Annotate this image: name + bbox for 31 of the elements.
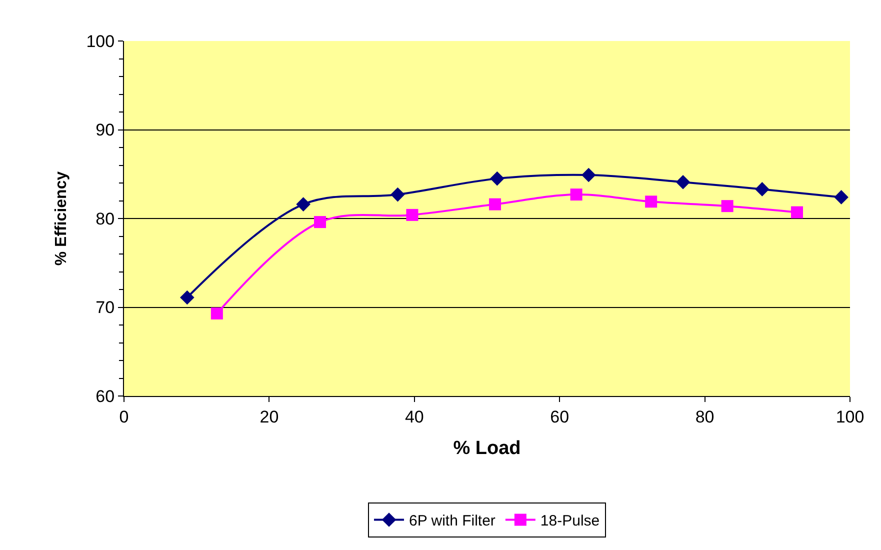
y-tick-label: 80 — [96, 209, 115, 228]
point — [645, 196, 658, 208]
point — [755, 182, 770, 196]
legend-label: 18-Pulse — [540, 512, 600, 530]
point — [676, 174, 690, 190]
point — [210, 307, 223, 320]
point — [406, 208, 418, 221]
point — [834, 190, 848, 204]
y-tick-label: 70 — [96, 298, 115, 318]
legend-label: 6P with Filter — [409, 512, 496, 530]
x-tick-label: 0 — [119, 407, 129, 426]
y-tick-label: 100 — [86, 32, 115, 51]
point — [490, 171, 504, 186]
x-tick-label: 20 — [260, 407, 279, 426]
point — [314, 216, 326, 228]
y-tick-label: 60 — [96, 386, 115, 406]
x-tick-label: 40 — [404, 407, 424, 426]
x-tick-label: 100 — [836, 407, 864, 426]
y-tick-label: 90 — [96, 120, 115, 140]
point — [570, 188, 582, 201]
point — [488, 198, 501, 210]
x-tick-label: 80 — [695, 407, 714, 426]
point — [721, 200, 734, 212]
point — [180, 290, 194, 305]
x-axis-title: % Load — [453, 438, 521, 460]
x-tick-label: 60 — [550, 407, 570, 426]
point — [581, 168, 596, 182]
point — [791, 206, 803, 218]
point — [390, 187, 405, 202]
point — [296, 197, 310, 212]
y-axis-title: % Efficiency — [53, 171, 70, 266]
